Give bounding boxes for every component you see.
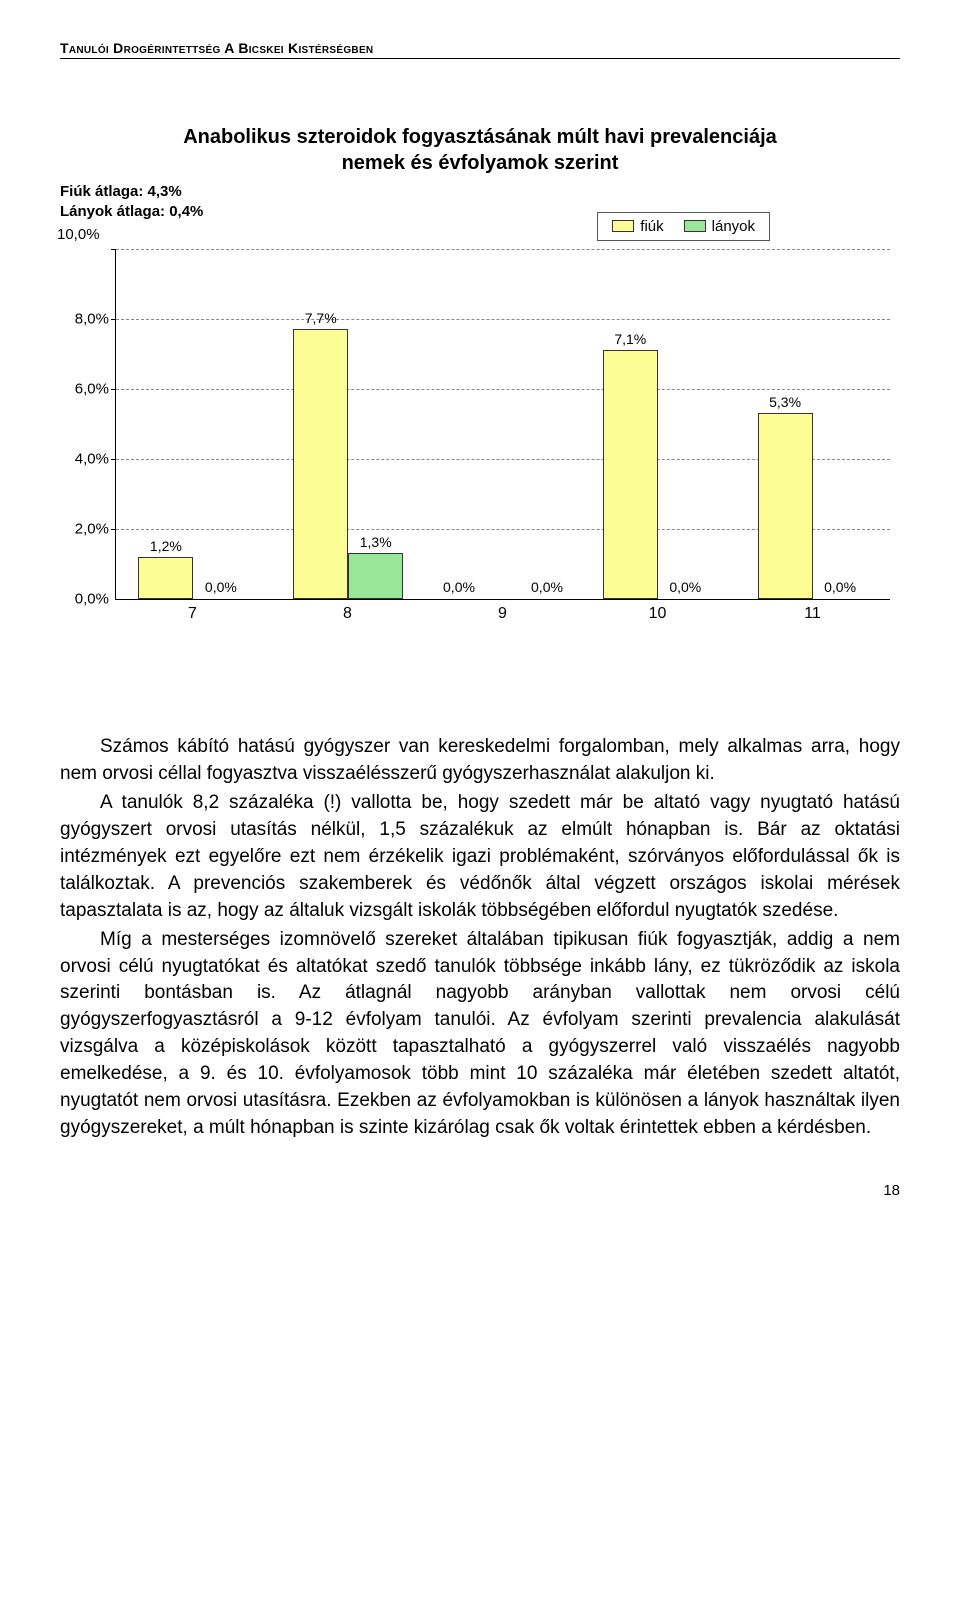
bar-group: 1,2% 0,0% [116,249,271,599]
avg-girls: Lányok átlaga: 0,4% [60,202,203,222]
y-axis-label: 4,0% [61,450,109,467]
bar-fiuk: 1,2% [138,557,193,599]
bar-value-label: 5,3% [769,394,801,410]
bar-fiuk: 7,1% [603,350,658,599]
paragraph-2: A tanulók 8,2 százaléka (!) vallotta be,… [60,790,900,925]
paragraph-3: Míg a mesterséges izomnövelő szereket ál… [60,927,900,1143]
chart-title: Anabolikus szteroidok fogyasztásának múl… [60,124,900,176]
bar-value-label: 0,0% [531,579,563,595]
x-axis-label: 8 [270,605,425,623]
x-axis-label: 11 [735,605,890,623]
bar-chart: 0,0%2,0%4,0%6,0%8,0%1,2%0,0%7,7%1,3%0,0%… [115,249,890,639]
document-page: Tanulói Drogérintettség A Bicskei Kistér… [0,0,960,1229]
bar-lanyok: 1,3% [348,553,403,599]
x-axis-label: 10 [580,605,735,623]
bar-value-label: 0,0% [669,579,701,595]
y-axis-label: 2,0% [61,520,109,537]
bar-value-label: 7,7% [305,310,337,326]
chart-averages: Fiúk átlaga: 4,3% Lányok átlaga: 0,4% 10… [60,182,203,245]
bars-row: 1,2%0,0%7,7%1,3%0,0%0,0%7,1%0,0%5,3%0,0% [116,249,890,599]
legend-item-fiuk: fiúk [612,218,663,235]
y-axis-label: 8,0% [61,310,109,327]
bar-value-label: 0,0% [824,579,856,595]
avg-boys: Fiúk átlaga: 4,3% [60,182,203,202]
legend-label-lanyok: lányok [712,218,755,235]
x-axis-label: 9 [425,605,580,623]
bar-group: 7,7%1,3% [271,249,426,599]
y-axis-label: 0,0% [61,590,109,607]
legend-label-fiuk: fiúk [640,218,663,235]
bar-value-label: 0,0% [205,579,237,595]
chart-legend: fiúk lányok [597,212,770,241]
y-tick-top: 10,0% [57,225,203,245]
swatch-fiuk [612,220,634,232]
paragraph-1: Számos kábító hatású gyógyszer van keres… [60,734,900,788]
bar-value-label: 1,2% [150,538,182,554]
y-axis-label: 6,0% [61,380,109,397]
plot-area: 0,0%2,0%4,0%6,0%8,0%1,2%0,0%7,7%1,3%0,0%… [115,249,890,600]
page-header: Tanulói Drogérintettség A Bicskei Kistér… [60,40,900,59]
bar-group: 5,3% 0,0% [735,249,890,599]
x-axis-label: 7 [115,605,270,623]
bar-value-label: 0,0% [443,579,475,595]
chart-title-line2: nemek és évfolyamok szerint [60,150,900,176]
bar-fiuk: 5,3% [758,413,813,599]
x-axis: 7891011 [115,605,890,623]
bar-value-label: 7,1% [614,331,646,347]
chart-meta-row: Fiúk átlaga: 4,3% Lányok átlaga: 0,4% 10… [60,182,900,245]
bar-fiuk: 7,7% [293,329,348,599]
chart-title-line1: Anabolikus szteroidok fogyasztásának múl… [60,124,900,150]
bar-group: 7,1% 0,0% [580,249,735,599]
bar-value-label: 1,3% [360,534,392,550]
body-text: Számos kábító hatású gyógyszer van keres… [60,734,900,1143]
legend-item-lanyok: lányok [684,218,755,235]
swatch-lanyok [684,220,706,232]
bar-group: 0,0% 0,0% [426,249,581,599]
page-number: 18 [60,1182,900,1199]
